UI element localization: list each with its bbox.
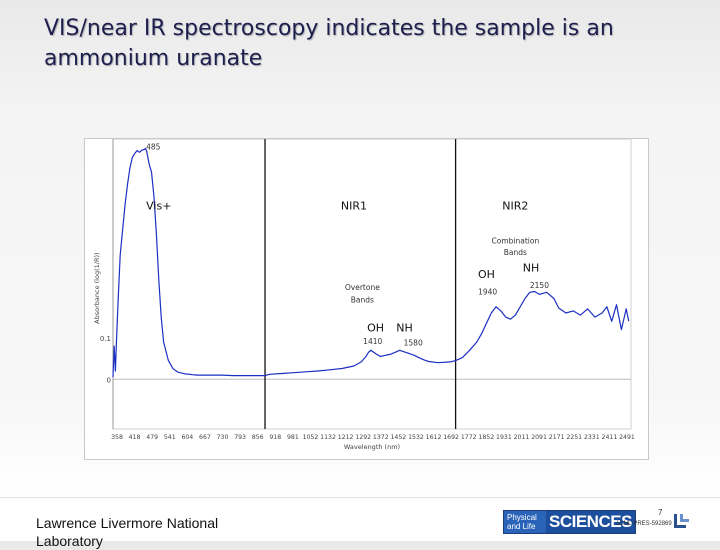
series-layer: [112, 147, 630, 378]
footer-org-text: Lawrence Livermore National Laboratory: [36, 515, 219, 549]
x-tick-label: 1692: [443, 434, 459, 441]
llnl-logo-icon: [674, 514, 689, 528]
annotation-label: OH: [367, 322, 384, 335]
x-tick-label: 1052: [303, 434, 319, 441]
annotation-label: NH: [396, 322, 413, 335]
annotation-label: 2150: [530, 281, 549, 290]
annotation-label: Bands: [351, 296, 374, 305]
slide-title: VIS/near IR spectroscopy indicates the s…: [44, 16, 614, 71]
absorbance-series-line: [112, 147, 630, 378]
x-tick-label: 856: [252, 434, 264, 441]
x-tick-label: 418: [129, 434, 141, 441]
x-tick-label: 604: [181, 434, 193, 441]
y-axis-label: Absorbance (log(1/R)): [93, 252, 101, 323]
x-tick-label: 1212: [338, 434, 354, 441]
x-tick-label: 2331: [584, 434, 600, 441]
document-id: LLNL-PRES-592869: [617, 521, 672, 527]
x-tick-label: 479: [146, 434, 158, 441]
region-label: NIR2: [502, 199, 528, 212]
x-tick-label: 2011: [514, 434, 530, 441]
brand-small-text: Physical and Life: [504, 511, 546, 533]
page-number: 7: [658, 508, 663, 517]
region-label: Vis+: [146, 199, 171, 212]
spectrum-chart: 0.1 0 358 418 479 541 604 667 730 793 856 918 981 105…: [84, 138, 649, 460]
region-label: NIR1: [341, 199, 367, 212]
brand-big-text: SCIENCES: [546, 511, 635, 533]
x-tick-label: 2411: [602, 434, 618, 441]
annotation-label: 485: [146, 142, 161, 151]
annotation-label: 1410: [363, 337, 382, 346]
x-tick-label: 981: [287, 434, 299, 441]
x-tick-label: 358: [111, 434, 123, 441]
x-tick-label: 1931: [496, 434, 512, 441]
x-tick-label: 1612: [426, 434, 442, 441]
x-tick-label: 2171: [549, 434, 565, 441]
annotation-label: OH: [478, 268, 495, 281]
annotation-label: Bands: [504, 248, 527, 257]
annotation-label: Combination: [492, 236, 540, 245]
x-tick-label: 2251: [566, 434, 582, 441]
x-tick-label: 1772: [461, 434, 477, 441]
x-tick-label: 1132: [320, 434, 336, 441]
annotation-label: Overtone: [345, 283, 380, 292]
x-tick-label: 1452: [391, 434, 407, 441]
x-tick-label: 730: [217, 434, 229, 441]
divider-layer: [264, 139, 457, 429]
spectrum-chart-svg: 0.1 0 358 418 479 541 604 667 730 793 856 918 981 105…: [93, 139, 635, 451]
y-tick-label: 0.1: [100, 335, 111, 343]
x-tick-label: 2491: [619, 434, 635, 441]
x-tick-label: 1532: [408, 434, 424, 441]
footer: Lawrence Livermore National Laboratory P…: [0, 497, 720, 549]
text-layer: 0.1 0 358 418 479 541 604 667 730 793 856 918 981 105…: [93, 142, 635, 451]
x-tick-label: 667: [199, 434, 211, 441]
annotation-label: NH: [523, 262, 540, 275]
x-tick-label: 1852: [478, 434, 494, 441]
physical-life-sciences-logo: Physical and Life SCIENCES: [503, 510, 636, 534]
annotation-label: 1580: [404, 338, 423, 347]
annotation-label: 1940: [478, 287, 497, 296]
x-tick-label: 1372: [373, 434, 389, 441]
x-axis-label: Wavelength (nm): [344, 443, 400, 451]
x-tick-label: 918: [269, 434, 281, 441]
x-tick-label: 1292: [355, 434, 371, 441]
y-tick-label: 0: [107, 376, 111, 384]
x-tick-label: 793: [234, 434, 246, 441]
x-tick-label: 541: [164, 434, 176, 441]
x-tick-label: 2091: [531, 434, 547, 441]
grid-layer: [112, 139, 632, 430]
